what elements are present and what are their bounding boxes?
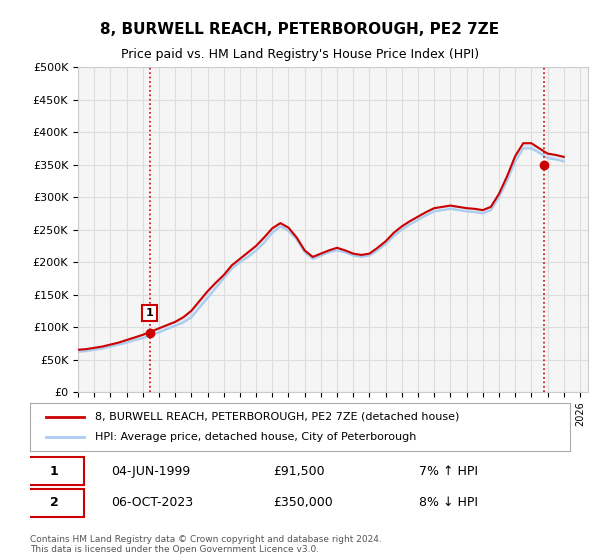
Text: 1: 1 (146, 308, 154, 318)
Text: 7% ↑ HPI: 7% ↑ HPI (419, 465, 478, 478)
FancyBboxPatch shape (25, 488, 84, 517)
FancyBboxPatch shape (25, 457, 84, 485)
Text: 8, BURWELL REACH, PETERBOROUGH, PE2 7ZE (detached house): 8, BURWELL REACH, PETERBOROUGH, PE2 7ZE … (95, 412, 459, 422)
Text: £350,000: £350,000 (273, 496, 333, 509)
Text: HPI: Average price, detached house, City of Peterborough: HPI: Average price, detached house, City… (95, 432, 416, 442)
Text: 06-OCT-2023: 06-OCT-2023 (111, 496, 193, 509)
Text: 1: 1 (50, 465, 59, 478)
Text: 8, BURWELL REACH, PETERBOROUGH, PE2 7ZE: 8, BURWELL REACH, PETERBOROUGH, PE2 7ZE (100, 22, 500, 38)
Text: Contains HM Land Registry data © Crown copyright and database right 2024.
This d: Contains HM Land Registry data © Crown c… (30, 535, 382, 554)
Text: 2: 2 (50, 496, 59, 509)
Text: £91,500: £91,500 (273, 465, 325, 478)
Text: 04-JUN-1999: 04-JUN-1999 (111, 465, 190, 478)
Text: 8% ↓ HPI: 8% ↓ HPI (419, 496, 478, 509)
Text: Price paid vs. HM Land Registry's House Price Index (HPI): Price paid vs. HM Land Registry's House … (121, 48, 479, 60)
